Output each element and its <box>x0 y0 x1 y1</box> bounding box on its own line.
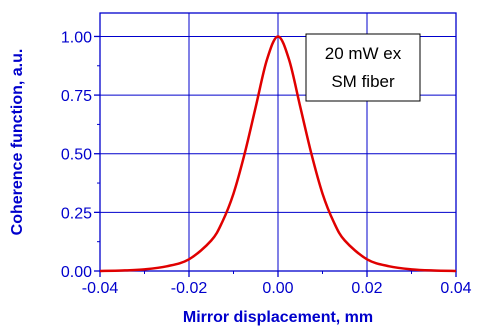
axis-ticks <box>94 35 457 277</box>
y-tick-label: 0.75 <box>61 88 92 105</box>
annotation-line-2: SM fiber <box>331 72 395 91</box>
coherence-curve <box>99 35 457 273</box>
annotation-line-1: 20 mW ex <box>325 44 402 63</box>
y-tick-label: 0.00 <box>61 264 92 281</box>
y-axis-title: Coherence function, a.u. <box>9 49 26 236</box>
x-tick-label: 0.00 <box>262 280 293 297</box>
y-tick-labels: 0.00 0.25 0.50 0.75 1.00 <box>61 29 92 281</box>
y-tick-label: 1.00 <box>61 29 92 46</box>
x-tick-labels: -0.04 -0.02 0.00 0.02 0.04 <box>82 280 472 297</box>
x-tick-label: 0.02 <box>351 280 382 297</box>
annotation-box: 20 mW ex SM fiber <box>305 33 421 102</box>
y-tick-label: 0.50 <box>61 147 92 164</box>
x-tick-label: 0.04 <box>440 280 471 297</box>
x-tick-label: -0.04 <box>82 280 119 297</box>
x-axis-title: Mirror displacement, mm <box>183 309 373 326</box>
x-tick-label: -0.02 <box>171 280 208 297</box>
y-tick-label: 0.25 <box>61 205 92 222</box>
